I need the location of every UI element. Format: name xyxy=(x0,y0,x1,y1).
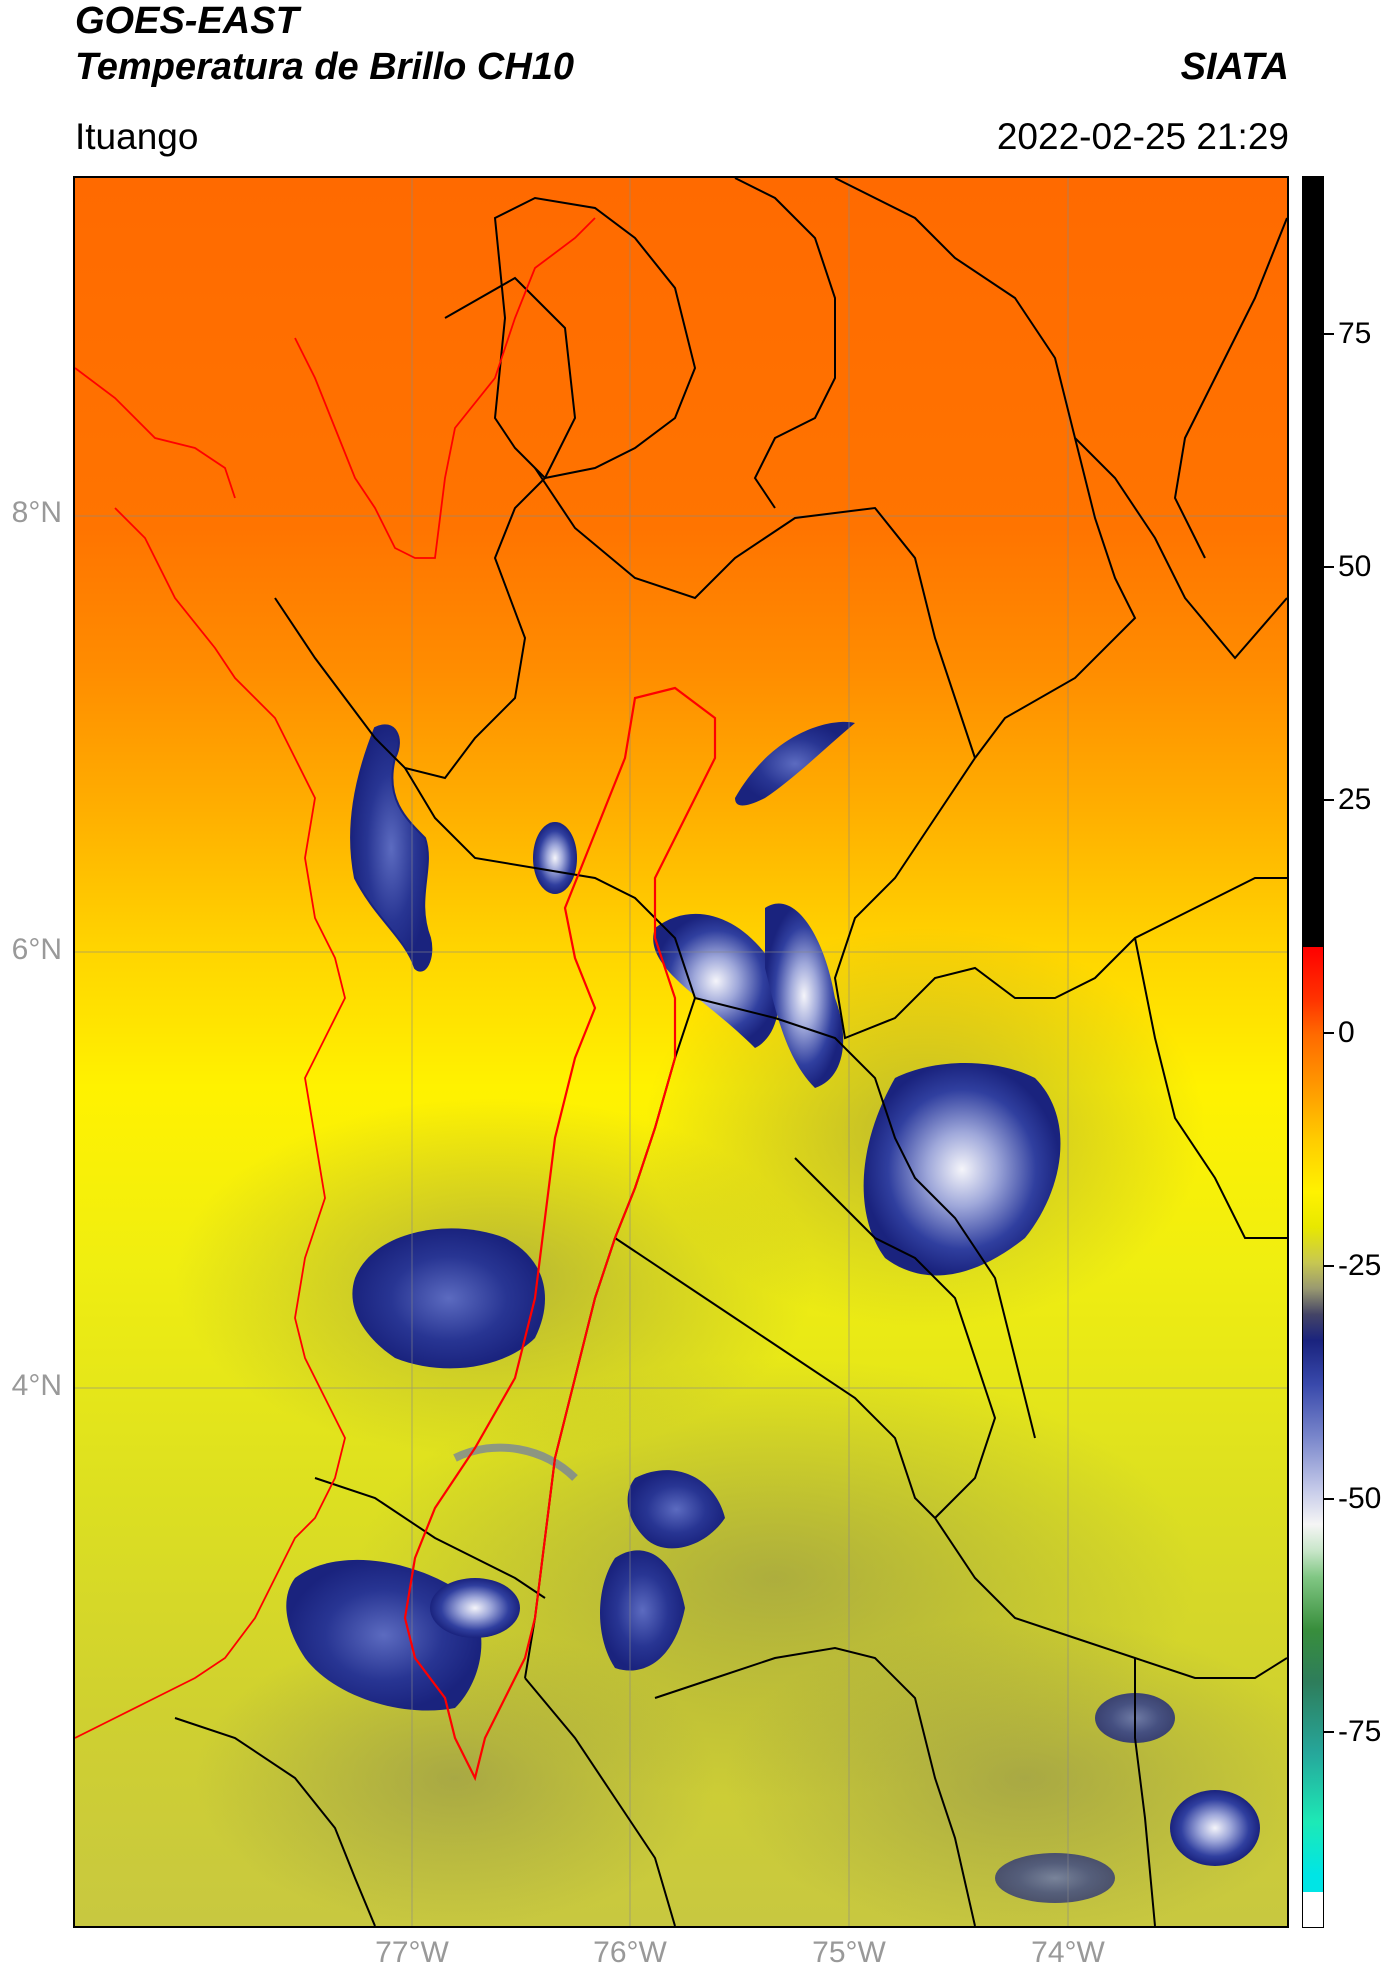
cloud-cell xyxy=(533,822,577,894)
basin-path xyxy=(403,686,717,1782)
colorbar-label: -25 xyxy=(1338,1249,1382,1283)
colorbar-label: 0 xyxy=(1338,1016,1355,1050)
colorbar-label: -50 xyxy=(1338,1482,1382,1516)
border-line xyxy=(614,1237,936,1519)
lon-label-76w: 76°W xyxy=(593,1936,667,1969)
cloud-cell xyxy=(350,724,433,972)
border-line xyxy=(314,1477,546,1599)
lat-label-4n: 4°N xyxy=(11,1369,62,1402)
border-line xyxy=(1173,217,1287,559)
cloud-cell xyxy=(735,721,855,806)
border-line xyxy=(1134,1658,1156,1926)
lon-label-75w: 75°W xyxy=(812,1936,886,1969)
border-line xyxy=(493,196,697,480)
colorbar-label: 50 xyxy=(1338,550,1372,584)
department-borders xyxy=(174,178,1287,1926)
cloud-layer xyxy=(286,721,1260,1903)
border-line xyxy=(174,1717,376,1926)
border-line xyxy=(534,467,976,759)
location-label: Ituango xyxy=(75,116,199,157)
coastline-path xyxy=(294,217,596,559)
colorbar-tick xyxy=(1324,1265,1334,1268)
cloud-cell xyxy=(863,1063,1061,1276)
cloud-cell xyxy=(765,903,844,1088)
border-line xyxy=(274,276,577,780)
coastline-path xyxy=(75,367,236,499)
border-line xyxy=(404,767,697,1059)
border-line xyxy=(934,1517,1287,1679)
border-line xyxy=(734,178,836,509)
coastline xyxy=(75,217,596,1739)
title-line-2: Temperatura de Brillo CH10 xyxy=(75,46,575,88)
title-line-1: GOES-EAST xyxy=(75,0,299,42)
border-line xyxy=(834,178,1287,660)
colorbar-tick xyxy=(1324,333,1334,336)
lon-label-77w: 77°W xyxy=(375,1936,449,1969)
cloud-cell xyxy=(995,1853,1115,1903)
cloud-cell xyxy=(627,1470,725,1549)
colorbar-label: 25 xyxy=(1338,783,1372,817)
cloud-cell xyxy=(352,1228,545,1369)
colorbar-tick xyxy=(1324,1498,1334,1501)
basin-outline xyxy=(403,686,717,1782)
colorbar-tick xyxy=(1324,1731,1334,1734)
border-line xyxy=(833,757,1287,1040)
cloud-cell xyxy=(600,1550,685,1671)
border-line xyxy=(1134,937,1287,1239)
border-line xyxy=(654,1646,976,1926)
map-canvas xyxy=(75,178,1287,1926)
haze-layer xyxy=(175,928,1287,1926)
cloud-cell xyxy=(453,1443,578,1481)
colorbar-tick xyxy=(1324,566,1334,569)
colorbar-tick xyxy=(1324,1032,1334,1035)
coastline-path xyxy=(75,507,346,1739)
border-line xyxy=(694,997,1036,1439)
cloud-cell xyxy=(286,1559,482,1711)
lon-label-74w: 74°W xyxy=(1031,1936,1105,1969)
cloud-cell xyxy=(1170,1790,1260,1866)
colorbar-tick xyxy=(1324,799,1334,802)
cloud-cell xyxy=(430,1578,520,1638)
lat-label-6n: 6°N xyxy=(11,933,62,966)
haze-patch xyxy=(195,1628,715,1926)
colorbar-label: 75 xyxy=(1338,317,1372,351)
brand-label: SIATA xyxy=(1180,46,1289,88)
satellite-map xyxy=(73,176,1289,1928)
lat-label-8n: 8°N xyxy=(11,496,62,529)
border-line xyxy=(524,1677,676,1926)
colorbar-label: -75 xyxy=(1338,1715,1382,1749)
border-line xyxy=(794,1157,997,1519)
cloud-cell xyxy=(653,913,779,1048)
colorbar xyxy=(1302,176,1324,1928)
timestamp-label: 2022-02-25 21:29 xyxy=(996,116,1289,157)
border-line xyxy=(974,437,1137,759)
